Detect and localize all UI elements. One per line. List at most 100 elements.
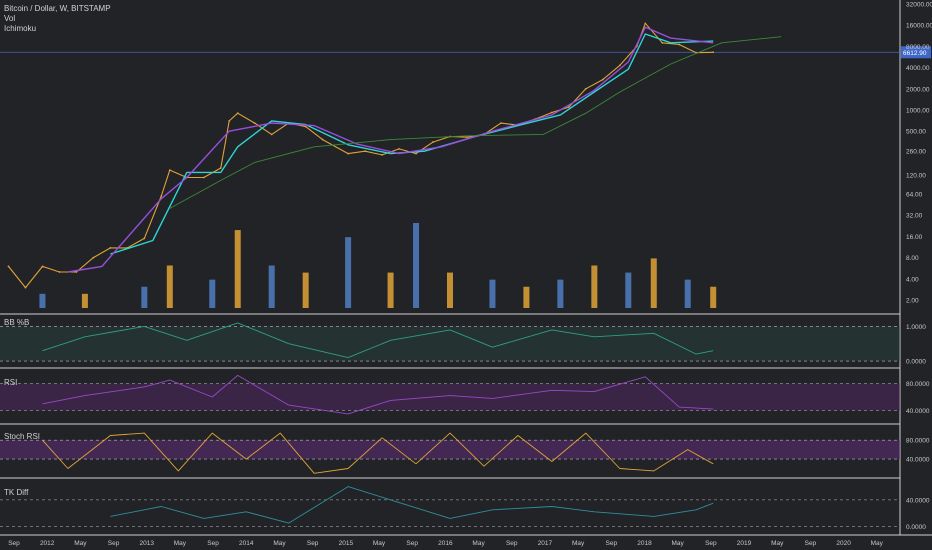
x-tick-label: Sep (108, 540, 120, 547)
price-point (143, 237, 146, 240)
volume-bar (523, 286, 530, 308)
volume-bar (234, 230, 241, 308)
volume-bar (489, 279, 496, 308)
x-tick-label: Sep (805, 540, 817, 547)
price-point (550, 111, 553, 114)
axes: 32000.00 16000.00 8000.00 4000.00 2000.00 100… (8, 2, 932, 548)
x-tick-label: May (572, 540, 585, 547)
price-point (712, 51, 715, 54)
price-y-tick: 4000.00 (906, 65, 930, 72)
price-y-tick: 2.00 (906, 298, 919, 305)
x-tick-label: 2017 (538, 540, 553, 547)
indicator-y-tick: 1.0000 (906, 324, 926, 331)
vol-legend: Vol (4, 14, 16, 23)
indicator-band (0, 383, 900, 411)
price-point (219, 167, 222, 169)
price-y-tick: 32.00 (906, 213, 923, 220)
price-y-tick: 16000.00 (906, 23, 932, 30)
volume-bar (447, 272, 453, 308)
volume-bar (209, 279, 216, 308)
price-y-tick: 64.00 (906, 192, 923, 199)
price-point (228, 119, 231, 122)
x-tick-label: Sep (606, 540, 618, 547)
indicator-y-tick: 0.0000 (906, 524, 926, 531)
volume-bar (625, 272, 632, 308)
stochrsi-label: Stoch RSI (4, 432, 41, 441)
price-point (567, 106, 570, 108)
indicator-y-tick: 40.0000 (906, 408, 930, 415)
price-point (270, 133, 273, 136)
x-tick-label: May (771, 540, 784, 547)
rsi-label: RSI (4, 378, 18, 387)
price-y-tick: 8000.00 (906, 44, 930, 51)
indicator-y-tick: 40.0000 (906, 497, 930, 504)
price-point (109, 246, 112, 249)
x-tick-label: May (174, 540, 187, 547)
price-point (236, 112, 239, 115)
price-y-tick: 500.00 (906, 129, 926, 136)
price-badge-text: 6612.90 (903, 50, 927, 57)
price-point (321, 138, 324, 141)
x-tick-label: Sep (8, 540, 20, 547)
x-tick-label: 2020 (836, 540, 851, 547)
x-tick-label: May (472, 540, 485, 547)
price-point (168, 169, 171, 171)
price-badge-bg (901, 46, 931, 59)
x-tick-label: May (672, 540, 685, 547)
price-point (466, 136, 468, 139)
price-point (7, 265, 10, 268)
volume-bar (413, 223, 420, 308)
price-point (160, 195, 163, 197)
volume-bar (557, 279, 564, 308)
price-point (398, 147, 400, 150)
volume-bar (591, 265, 598, 308)
x-tick-label: May (871, 540, 884, 547)
price-point (202, 176, 205, 179)
price-point (58, 271, 61, 273)
indicator-y-tick: 0.0000 (906, 359, 926, 366)
price-y-tick: 4.00 (906, 276, 919, 283)
indicator-y-tick: 80.0000 (906, 438, 930, 445)
indicator-y-tick: 40.0000 (906, 457, 930, 464)
volume-bar (302, 272, 309, 308)
volume-bar (166, 265, 173, 308)
ichimoku-legend: Ichimoku (4, 24, 37, 33)
price-point (661, 41, 664, 44)
x-tick-label: Sep (406, 540, 418, 547)
indicator-panes (0, 322, 900, 527)
lagging-line (169, 36, 782, 209)
indicator-y-tick: 80.0000 (906, 381, 930, 388)
volume-bar (684, 279, 691, 308)
price-y-tick: 260.00 (906, 149, 926, 156)
tkdiff-label: TK Diff (4, 488, 29, 497)
bbpct-label: BB %B (4, 318, 30, 327)
price-y-tick: 8.00 (906, 255, 919, 262)
price-point (601, 78, 604, 81)
volume-bar (39, 293, 46, 308)
price-point (644, 22, 647, 25)
price-point (678, 43, 681, 46)
price-point (364, 150, 366, 153)
price-line (8, 22, 714, 289)
volume-bar (650, 258, 657, 308)
x-tick-label: Sep (705, 540, 717, 547)
x-tick-label: 2016 (438, 540, 453, 547)
volume-bar (345, 237, 352, 308)
x-tick-label: Sep (307, 540, 319, 547)
x-tick-label: 2019 (737, 540, 752, 547)
x-tick-label: May (373, 540, 386, 547)
volume-bar (268, 265, 275, 308)
x-tick-label: May (273, 540, 286, 547)
price-point (500, 122, 502, 125)
x-tick-label: Sep (506, 540, 518, 547)
x-tick-label: 2014 (239, 540, 254, 547)
price-point (381, 154, 383, 156)
price-point (75, 271, 78, 273)
price-y-tick: 120.00 (906, 172, 926, 179)
x-tick-label: Sep (207, 540, 219, 547)
volume-bar (81, 293, 88, 308)
volume-bars (39, 223, 717, 308)
price-pane: 6612.90 (0, 22, 931, 289)
x-tick-label: 2018 (637, 540, 652, 547)
